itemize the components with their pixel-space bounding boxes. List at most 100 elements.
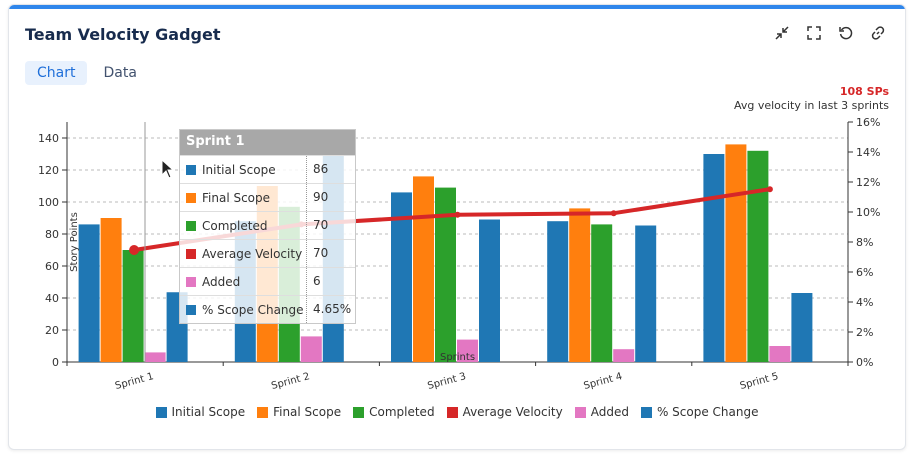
sprint-tooltip: Sprint 1 Initial Scope 86 Final Scope 90… bbox=[179, 129, 356, 324]
tab-data[interactable]: Data bbox=[103, 65, 137, 81]
bar--scope-change bbox=[791, 293, 813, 362]
velocity-chart[interactable]: 0 20 40 60 80 100 120 140 0% 2% 4% 6% 8% 10% 12% 14% 16%… bbox=[9, 5, 906, 450]
tooltip-row-label: % Scope Change bbox=[202, 302, 304, 317]
tooltip-row-value: 70 bbox=[306, 240, 355, 267]
legend-label: % Scope Change bbox=[656, 405, 759, 419]
tooltip-row-label: Average Velocity bbox=[202, 246, 303, 261]
y-axis-label: Story Points bbox=[69, 212, 80, 272]
legend-swatch bbox=[574, 406, 586, 418]
legend-swatch bbox=[353, 406, 365, 418]
bar-completed bbox=[747, 150, 769, 362]
tooltip-row-value: 4.65% bbox=[306, 296, 355, 323]
bar-final-scope bbox=[413, 176, 434, 362]
tooltip-row: % Scope Change 4.65% bbox=[180, 295, 355, 323]
bar-final-scope bbox=[100, 218, 122, 362]
legend-label: Completed bbox=[369, 405, 435, 419]
bar-initial-scope bbox=[703, 154, 725, 362]
legend-item[interactable]: Added bbox=[574, 405, 629, 419]
x-tick-label: Sprint 2 bbox=[270, 371, 311, 392]
velocity-summary: 108 SPs Avg velocity in last 3 sprints bbox=[734, 85, 889, 112]
y2-tick-label: 14% bbox=[856, 146, 880, 159]
legend-item[interactable]: Completed bbox=[353, 405, 435, 419]
legend-label: Initial Scope bbox=[171, 405, 246, 419]
tooltip-row: Average Velocity 70 bbox=[180, 239, 355, 267]
chart-legend: Initial Scope Final Scope Completed Aver… bbox=[9, 405, 905, 419]
y-tick-label: 0 bbox=[52, 356, 59, 369]
tooltip-row: Final Scope 90 bbox=[180, 183, 355, 211]
y2-tick-label: 0% bbox=[856, 356, 873, 369]
x-tick-label: Sprint 5 bbox=[739, 371, 780, 392]
bar-completed bbox=[591, 224, 613, 362]
y-tick-label: 140 bbox=[38, 132, 59, 145]
y2-tick-label: 8% bbox=[856, 236, 873, 249]
bar--scope-change bbox=[479, 219, 500, 362]
velocity-gadget-card: Team Velocity Gadget Chart Data 108 SPs … bbox=[8, 4, 906, 450]
legend-item[interactable]: Average Velocity bbox=[446, 405, 563, 419]
bar-added bbox=[769, 346, 791, 362]
legend-item[interactable]: Final Scope bbox=[257, 405, 341, 419]
view-tabs: Chart Data bbox=[25, 61, 149, 85]
bar--scope-change bbox=[635, 225, 657, 362]
legend-label: Final Scope bbox=[273, 405, 342, 419]
tooltip-row-label: Final Scope bbox=[202, 190, 271, 205]
tooltip-swatch bbox=[186, 276, 196, 287]
avg-velocity-point bbox=[454, 211, 461, 218]
legend-label: Average Velocity bbox=[462, 405, 563, 419]
link-icon[interactable] bbox=[869, 24, 887, 42]
y-tick-label: 120 bbox=[38, 164, 59, 177]
minimize-icon[interactable] bbox=[773, 24, 791, 42]
y-tick-label: 60 bbox=[45, 260, 59, 273]
legend-swatch bbox=[446, 406, 458, 418]
gadget-toolbar bbox=[773, 24, 887, 42]
bar-final-scope bbox=[725, 144, 747, 362]
legend-item[interactable]: Initial Scope bbox=[155, 405, 246, 419]
avg-velocity-point bbox=[766, 186, 773, 193]
bar-added bbox=[613, 349, 635, 362]
tooltip-title: Sprint 1 bbox=[180, 130, 355, 155]
bar-initial-scope bbox=[78, 224, 100, 362]
tab-chart[interactable]: Chart bbox=[25, 61, 88, 85]
y2-tick-label: 4% bbox=[856, 296, 873, 309]
avg-velocity-point bbox=[610, 210, 617, 217]
legend-label: Added bbox=[590, 405, 629, 419]
y-tick-label: 80 bbox=[45, 228, 59, 241]
tooltip-row-label: Completed bbox=[202, 218, 268, 233]
tooltip-swatch bbox=[186, 248, 196, 259]
tooltip-swatch bbox=[186, 192, 196, 203]
card-accent-bar bbox=[9, 5, 905, 9]
tooltip-row-label: Initial Scope bbox=[202, 162, 276, 177]
fullscreen-icon[interactable] bbox=[805, 24, 823, 42]
y2-tick-label: 10% bbox=[856, 206, 880, 219]
refresh-icon[interactable] bbox=[837, 24, 855, 42]
y2-tick-label: 2% bbox=[856, 326, 873, 339]
mouse-cursor-icon bbox=[161, 159, 175, 179]
bar-final-scope bbox=[569, 208, 591, 362]
x-tick-label: Sprint 1 bbox=[114, 371, 155, 392]
legend-swatch bbox=[640, 406, 652, 418]
y-tick-label: 100 bbox=[38, 196, 59, 209]
avg-velocity-point bbox=[129, 245, 140, 255]
bar-initial-scope bbox=[391, 192, 412, 362]
gadget-title: Team Velocity Gadget bbox=[25, 25, 221, 44]
bar-added bbox=[300, 336, 322, 362]
y2-tick-label: 12% bbox=[856, 176, 880, 189]
bar-completed bbox=[122, 250, 144, 362]
y-tick-label: 40 bbox=[45, 292, 59, 305]
y2-tick-label: 6% bbox=[856, 266, 873, 279]
tooltip-row: Initial Scope 86 bbox=[180, 155, 355, 183]
bar-initial-scope bbox=[547, 221, 569, 362]
tooltip-row-label: Added bbox=[202, 274, 241, 289]
tooltip-row-value: 90 bbox=[306, 184, 355, 211]
legend-swatch bbox=[155, 406, 167, 418]
avg-velocity-value: 108 SPs bbox=[839, 85, 889, 98]
tooltip-row: Completed 70 bbox=[180, 211, 355, 239]
bar-added bbox=[457, 339, 478, 362]
x-axis-label: Sprints bbox=[440, 352, 475, 363]
tooltip-swatch bbox=[186, 164, 196, 175]
y-tick-label: 20 bbox=[45, 324, 59, 337]
legend-swatch bbox=[257, 406, 269, 418]
bar-completed bbox=[435, 187, 456, 362]
tooltip-swatch bbox=[186, 220, 196, 231]
legend-item[interactable]: % Scope Change bbox=[640, 405, 759, 419]
tooltip-row-value: 86 bbox=[306, 156, 355, 183]
